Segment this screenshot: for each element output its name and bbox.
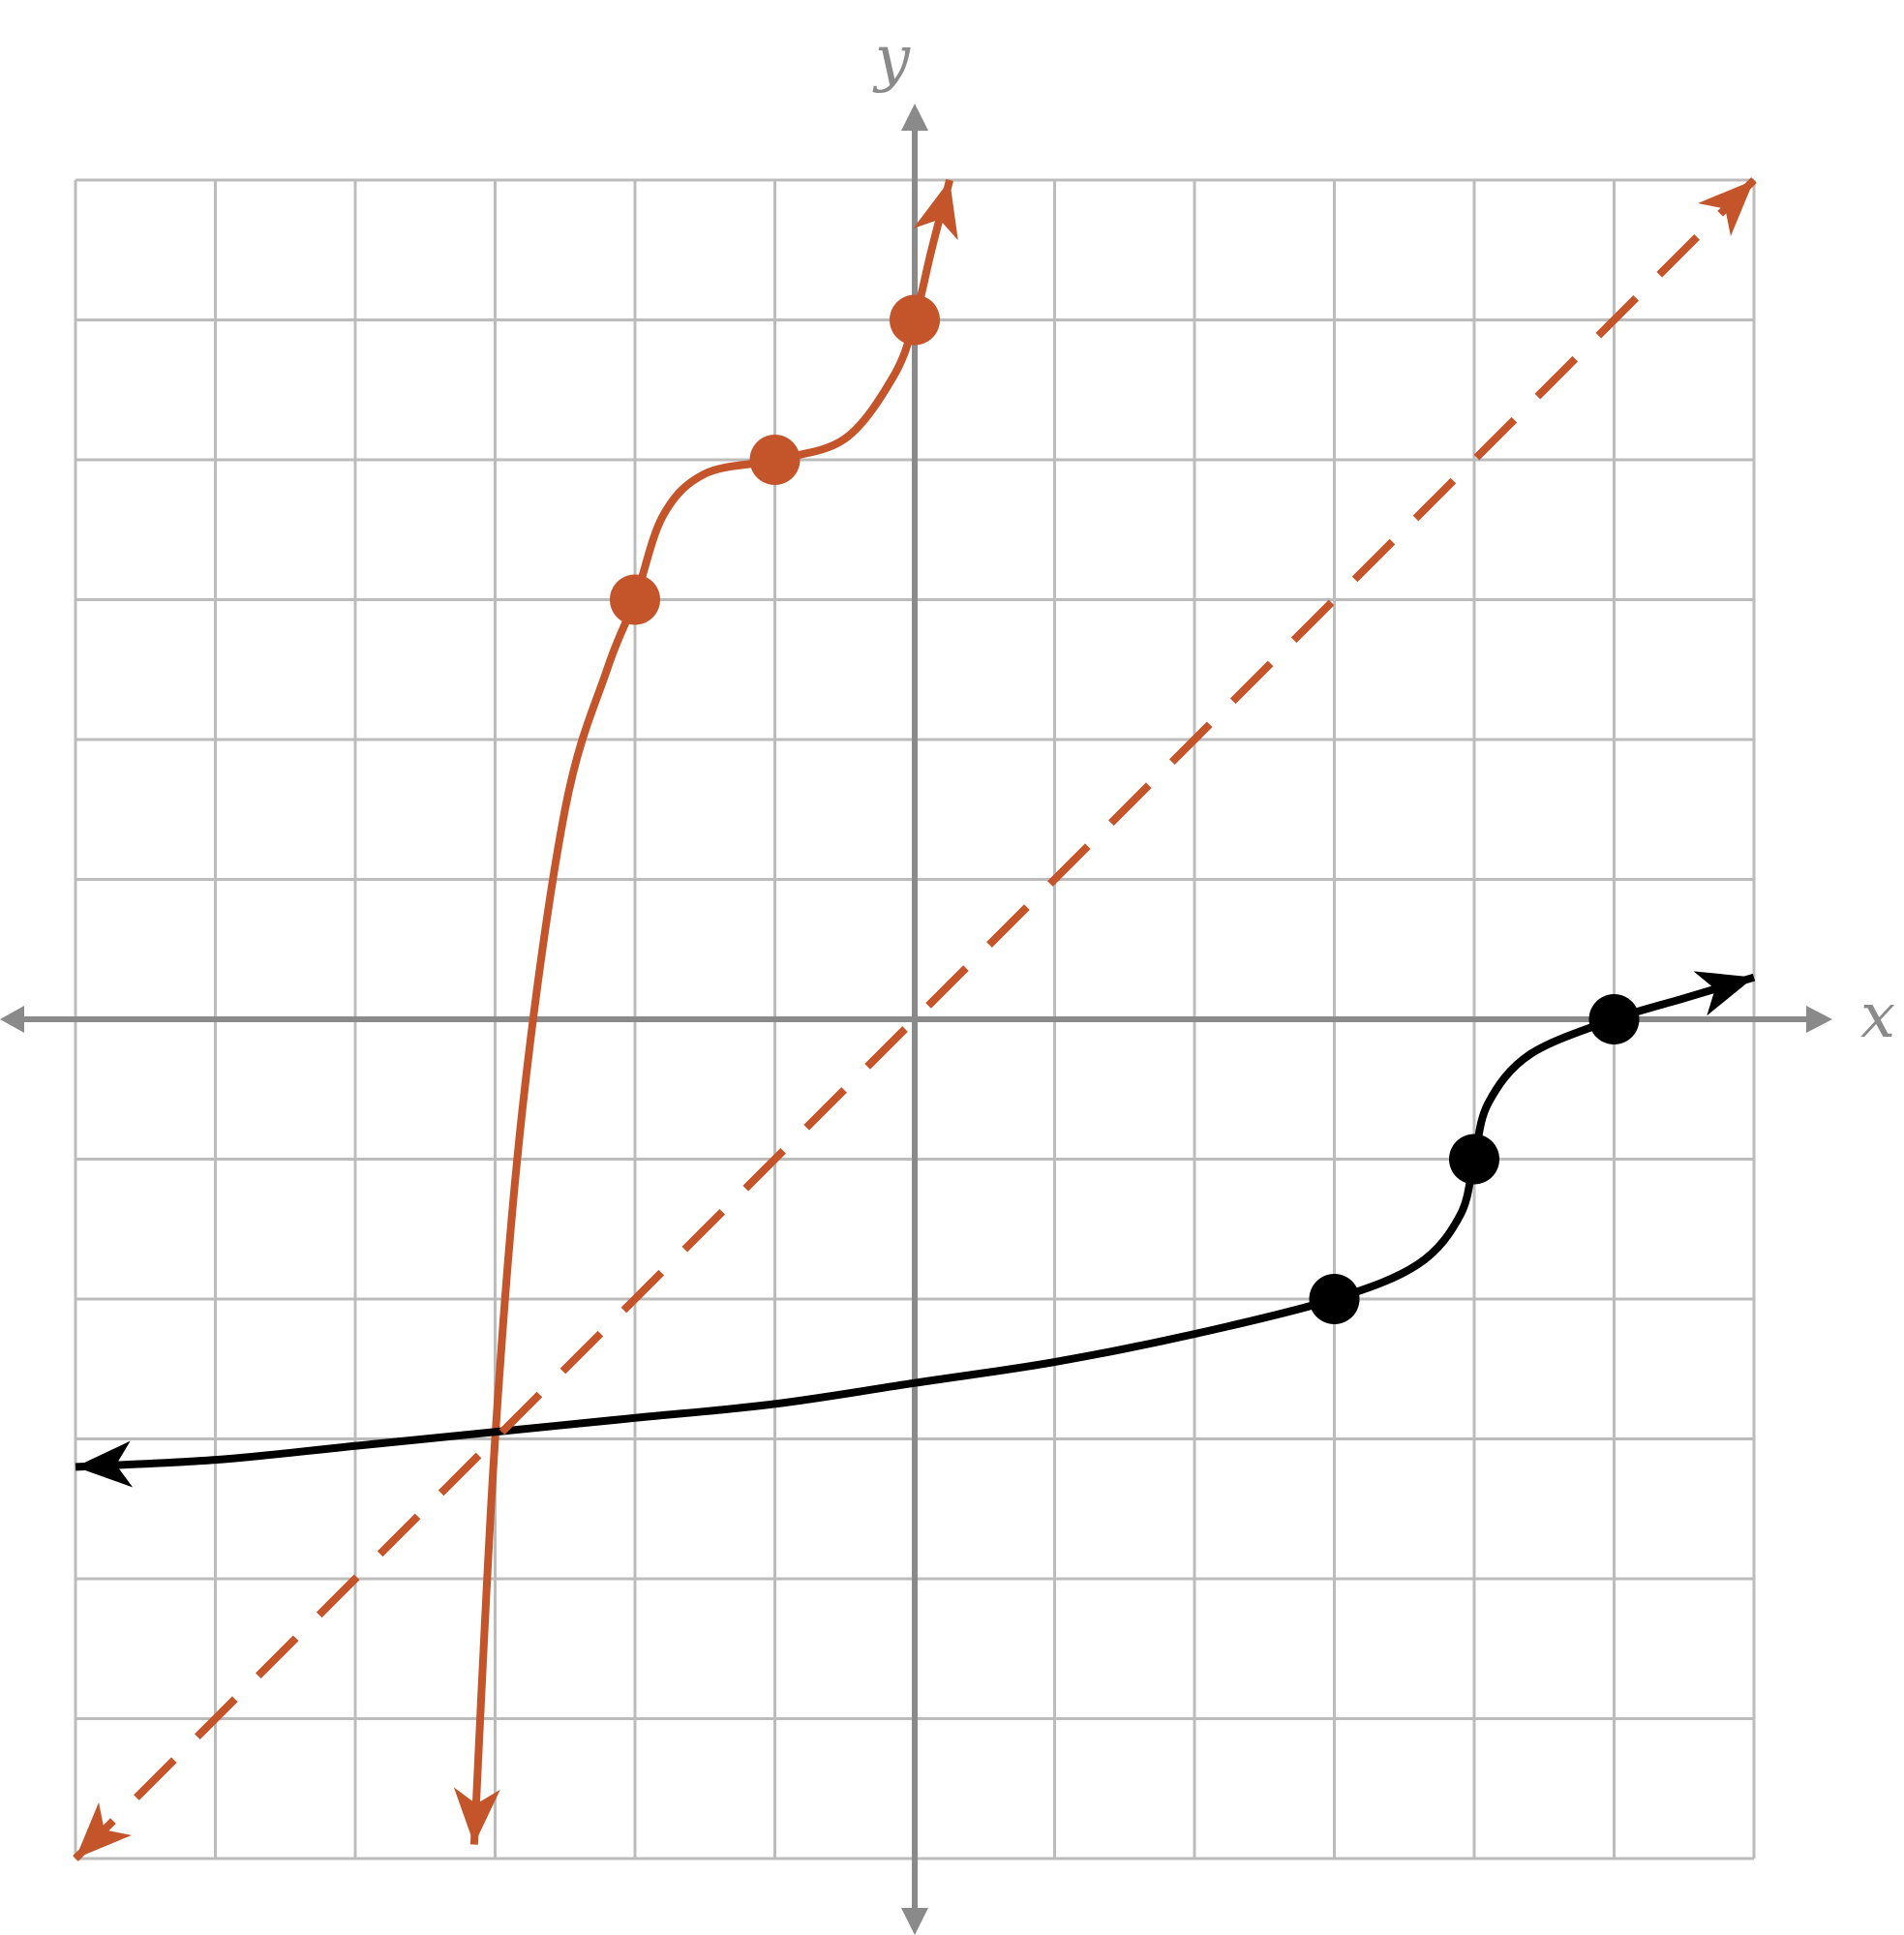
series-layer: [73, 177, 1757, 1861]
data-point: [610, 574, 660, 625]
data-point: [1449, 1134, 1499, 1185]
series-3: [73, 177, 1757, 1861]
series-arrow-start: [76, 1440, 134, 1488]
data-point: [890, 294, 940, 346]
data-point: [1309, 1274, 1360, 1324]
series-line: [75, 973, 1756, 1471]
x-axis-arrow-left: [0, 1006, 24, 1033]
y-axis-label: y: [872, 23, 911, 95]
x-axis-label: x: [1860, 981, 1895, 1052]
x-axis-arrow-right: [1806, 1006, 1832, 1033]
series-arrow-end: [1693, 971, 1754, 1016]
series-arrow-start: [453, 1787, 500, 1845]
series-line: [73, 177, 1757, 1861]
y-axis-arrow-up: [901, 104, 928, 131]
series-arrow-end: [1698, 180, 1754, 236]
series-line: [469, 178, 953, 1845]
y-axis-arrow-down: [901, 1908, 928, 1935]
series-2: [75, 971, 1756, 1488]
axes: [0, 104, 1832, 1935]
data-point: [1588, 994, 1640, 1044]
series-arrow-start: [76, 1802, 132, 1859]
series-1: [453, 178, 958, 1845]
series-arrow-end: [913, 180, 958, 241]
data-point: [749, 435, 801, 485]
